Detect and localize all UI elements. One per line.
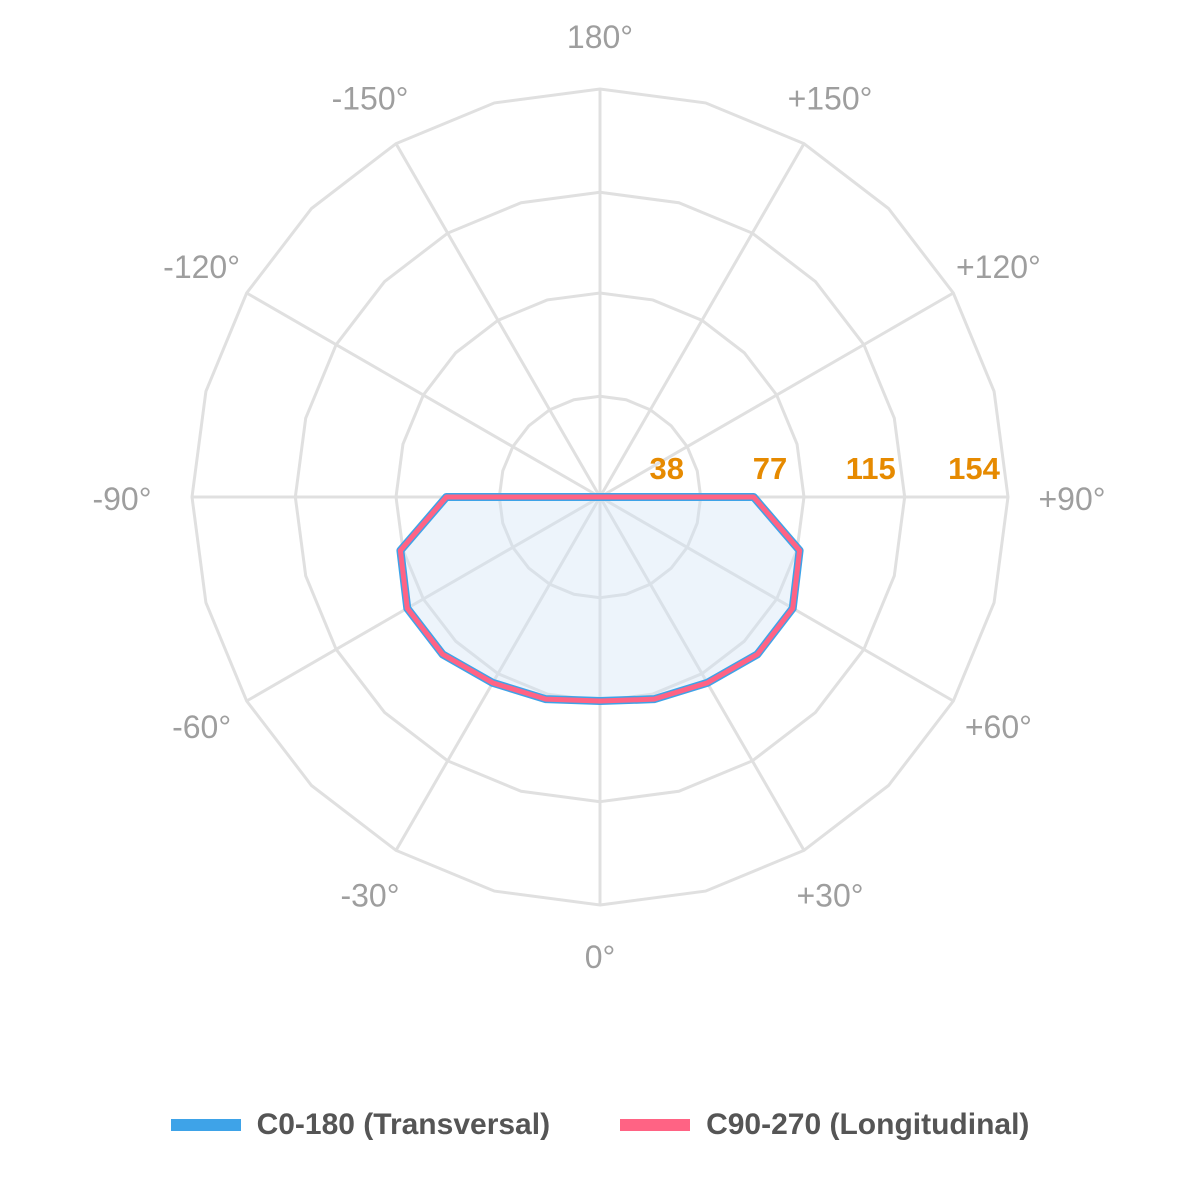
data-point-longitudinal-17 <box>600 497 601 498</box>
grid-spoke-150 <box>598 142 806 498</box>
grid-spoke-300 <box>245 495 601 703</box>
angle-label-0: 0° <box>585 939 616 975</box>
grid-spoke-120 <box>599 291 955 499</box>
angle-labels: 0° +30° +60° +90° +120° +150° 180° -150° -120° -9… <box>92 19 1105 975</box>
legend-label-transversal: C0-180 (Transversal) <box>256 1108 551 1141</box>
angle-label-90: +90° <box>1038 481 1105 517</box>
legend-label-longitudinal: C90-270 (Longitudinal) <box>706 1108 1030 1141</box>
data-point-longitudinal-0 <box>600 701 601 702</box>
legend-item-transversal[interactable]: C0-180 (Transversal) <box>170 1108 551 1142</box>
radial-tick-labels: 38 77 115 154 <box>649 451 1000 486</box>
grid-spoke-60 <box>599 495 955 703</box>
data-point-longitudinal-22 <box>492 682 493 683</box>
angle-label-neg90: -90° <box>92 481 151 517</box>
angle-label-30: +30° <box>796 877 863 913</box>
angle-label-neg150: -150° <box>332 81 409 117</box>
data-point-longitudinal-18 <box>446 497 447 498</box>
data-point-longitudinal-5 <box>799 550 800 551</box>
grid-spoke-30 <box>598 496 806 852</box>
angle-label-60: +60° <box>965 709 1032 745</box>
radial-tick-label-4: 154 <box>948 451 1000 486</box>
series-curve-longitudinal <box>397 494 803 704</box>
series-layer <box>396 493 804 705</box>
legend-item-longitudinal[interactable]: C90-270 (Longitudinal) <box>620 1108 1029 1142</box>
legend-swatch-longitudinal <box>620 1119 691 1131</box>
data-point-longitudinal-4 <box>792 608 793 609</box>
data-point-longitudinal-20 <box>407 608 408 609</box>
radial-tick-label-3: 115 <box>846 451 896 486</box>
radial-tick-label-2: 77 <box>753 451 787 486</box>
angle-label-neg30: -30° <box>340 877 399 913</box>
data-point-longitudinal-1 <box>654 699 655 700</box>
grid-spoke-210 <box>394 142 602 498</box>
angle-label-neg60: -60° <box>172 709 231 745</box>
grid-spoke-330 <box>394 496 602 852</box>
legend-swatch-transversal <box>170 1119 241 1131</box>
grid-spoke-240 <box>245 291 601 499</box>
angle-label-150: +150° <box>788 81 873 117</box>
angle-label-120: +120° <box>956 249 1041 285</box>
data-point-longitudinal-23 <box>545 699 546 700</box>
legend: C0-180 (Transversal) C90-270 (Longitudin… <box>0 1100 1200 1150</box>
radial-tick-label-1: 38 <box>649 451 683 486</box>
series-curve-transversal <box>396 493 804 705</box>
data-point-longitudinal-6 <box>753 497 754 498</box>
angle-label-neg120: -120° <box>163 249 240 285</box>
data-point-longitudinal-19 <box>400 550 401 551</box>
data-point-longitudinal-2 <box>707 682 708 683</box>
data-point-longitudinal-3 <box>757 654 758 655</box>
polar-grid <box>190 87 1010 907</box>
data-point-longitudinal-21 <box>442 654 443 655</box>
angle-label-180: 180° <box>567 19 633 55</box>
